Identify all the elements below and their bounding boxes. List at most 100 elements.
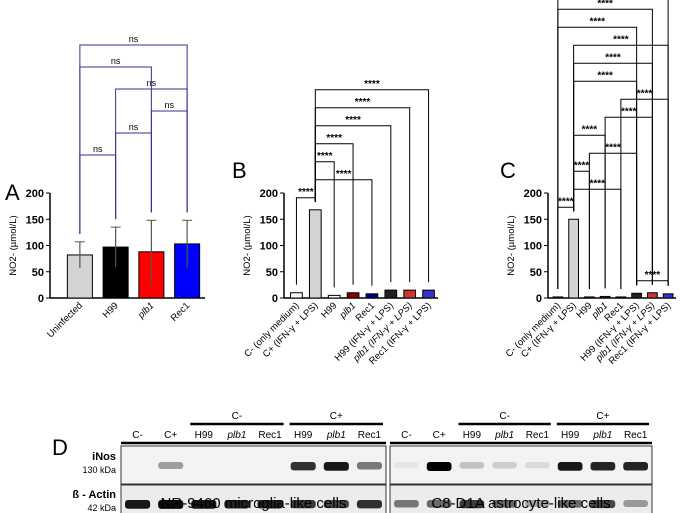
x-tick-label: plb1 xyxy=(135,300,156,321)
significance-label: ns xyxy=(111,56,121,66)
blot-band xyxy=(426,462,452,471)
y-tick-label: 0 xyxy=(272,293,278,305)
significance-label: **** xyxy=(336,169,352,180)
comparison-bracket xyxy=(79,44,188,234)
bar xyxy=(552,296,564,299)
bar xyxy=(403,289,417,299)
bar xyxy=(599,295,611,299)
group-label: C- xyxy=(232,411,243,422)
blot-band xyxy=(224,500,250,509)
y-tick-label: 200 xyxy=(524,188,542,200)
lane-label: C+ xyxy=(433,430,446,441)
significance-label: **** xyxy=(345,115,361,126)
significance-label: **** xyxy=(364,79,380,90)
x-tick-label: Rec1 xyxy=(169,300,192,323)
significance-label: **** xyxy=(558,196,574,207)
lane-label: C- xyxy=(132,430,143,441)
bar xyxy=(346,292,360,299)
cell-line-label: C8-D1A astrocyte-like cells xyxy=(431,495,610,512)
y-tick-label: 150 xyxy=(260,214,278,226)
comparison-bracket xyxy=(115,132,152,220)
x-tick-label: H99 xyxy=(319,300,339,320)
lane-label: Rec1 xyxy=(526,430,550,441)
bar xyxy=(308,209,322,299)
significance-label: ns xyxy=(129,34,139,44)
lane-label: H99 xyxy=(463,430,482,441)
blot-band xyxy=(125,500,151,509)
blot-band xyxy=(557,462,583,471)
panel-label: B xyxy=(232,158,247,183)
lane-label: Rec1 xyxy=(258,430,282,441)
blot-band xyxy=(257,500,283,509)
blot-band xyxy=(525,500,550,507)
blot-band xyxy=(158,500,184,509)
significance-label: **** xyxy=(317,151,333,162)
comparison-bracket xyxy=(79,154,117,234)
lane-label: Rec1 xyxy=(624,430,648,441)
lane-label: H99 xyxy=(195,430,214,441)
blot-band xyxy=(290,462,316,471)
significance-label: **** xyxy=(582,124,598,135)
y-tick-label: 100 xyxy=(524,241,542,253)
blot-band xyxy=(590,500,616,509)
bar xyxy=(290,292,303,299)
blot-band xyxy=(623,462,648,471)
group-label: C+ xyxy=(330,411,343,422)
panel-label: C xyxy=(500,158,516,183)
panel-label: D xyxy=(52,435,68,460)
y-tick-label: 200 xyxy=(260,188,278,200)
significance-label: ns xyxy=(93,144,103,154)
row-label: iNos xyxy=(92,451,116,463)
bar xyxy=(365,293,379,299)
row-kda: 42 kDa xyxy=(87,503,116,513)
bar xyxy=(384,289,398,299)
blot-band xyxy=(459,500,485,509)
comparison-bracket xyxy=(314,89,430,283)
blot-band xyxy=(290,500,316,509)
bar xyxy=(631,292,643,299)
y-axis-label: NO2- (µmol/L) xyxy=(242,215,253,275)
significance-label: **** xyxy=(613,34,629,45)
row-kda: 130 kDa xyxy=(82,465,116,475)
y-tick-label: 0 xyxy=(536,293,542,305)
lane-label: plb1 xyxy=(326,430,346,441)
comparison-bracket xyxy=(557,0,669,289)
lane-label: Rec1 xyxy=(358,430,382,441)
y-axis-label: NO2- (µmol/L) xyxy=(506,215,517,275)
y-tick-label: 100 xyxy=(260,241,278,253)
y-tick-label: 50 xyxy=(32,267,44,279)
bar xyxy=(422,289,435,299)
blot-band xyxy=(590,462,616,471)
bar xyxy=(583,296,595,299)
blot-band xyxy=(623,500,648,508)
lane-label: H99 xyxy=(294,430,313,441)
comparison-bracket xyxy=(150,110,188,213)
lane-label: plb1 xyxy=(226,430,246,441)
y-axis-label: NO2- (µmol/L) xyxy=(8,215,19,275)
blot-band xyxy=(492,462,517,469)
significance-label: **** xyxy=(589,178,605,189)
significance-label: **** xyxy=(621,106,637,117)
blot-band xyxy=(356,462,382,470)
x-tick-label: H99 xyxy=(101,300,121,320)
blot-band xyxy=(158,462,184,470)
significance-label: **** xyxy=(597,0,613,9)
row-label: ß - Actin xyxy=(72,489,116,501)
blot-band xyxy=(191,500,217,509)
x-tick-label: Uninfected xyxy=(45,300,85,340)
significance-label: ns xyxy=(129,122,139,132)
blot-band xyxy=(394,500,419,508)
blot-band xyxy=(492,500,517,508)
blot-band xyxy=(459,462,485,469)
significance-label: **** xyxy=(605,142,621,153)
significance-label: **** xyxy=(355,97,371,108)
panel-label: A xyxy=(5,180,20,205)
group-label: C- xyxy=(499,411,510,422)
comparison-bracket xyxy=(620,98,669,289)
bar xyxy=(568,218,580,299)
y-tick-label: 100 xyxy=(26,241,44,253)
significance-label: **** xyxy=(298,187,314,198)
lane-label: H99 xyxy=(561,430,580,441)
comparison-bracket xyxy=(573,188,622,289)
